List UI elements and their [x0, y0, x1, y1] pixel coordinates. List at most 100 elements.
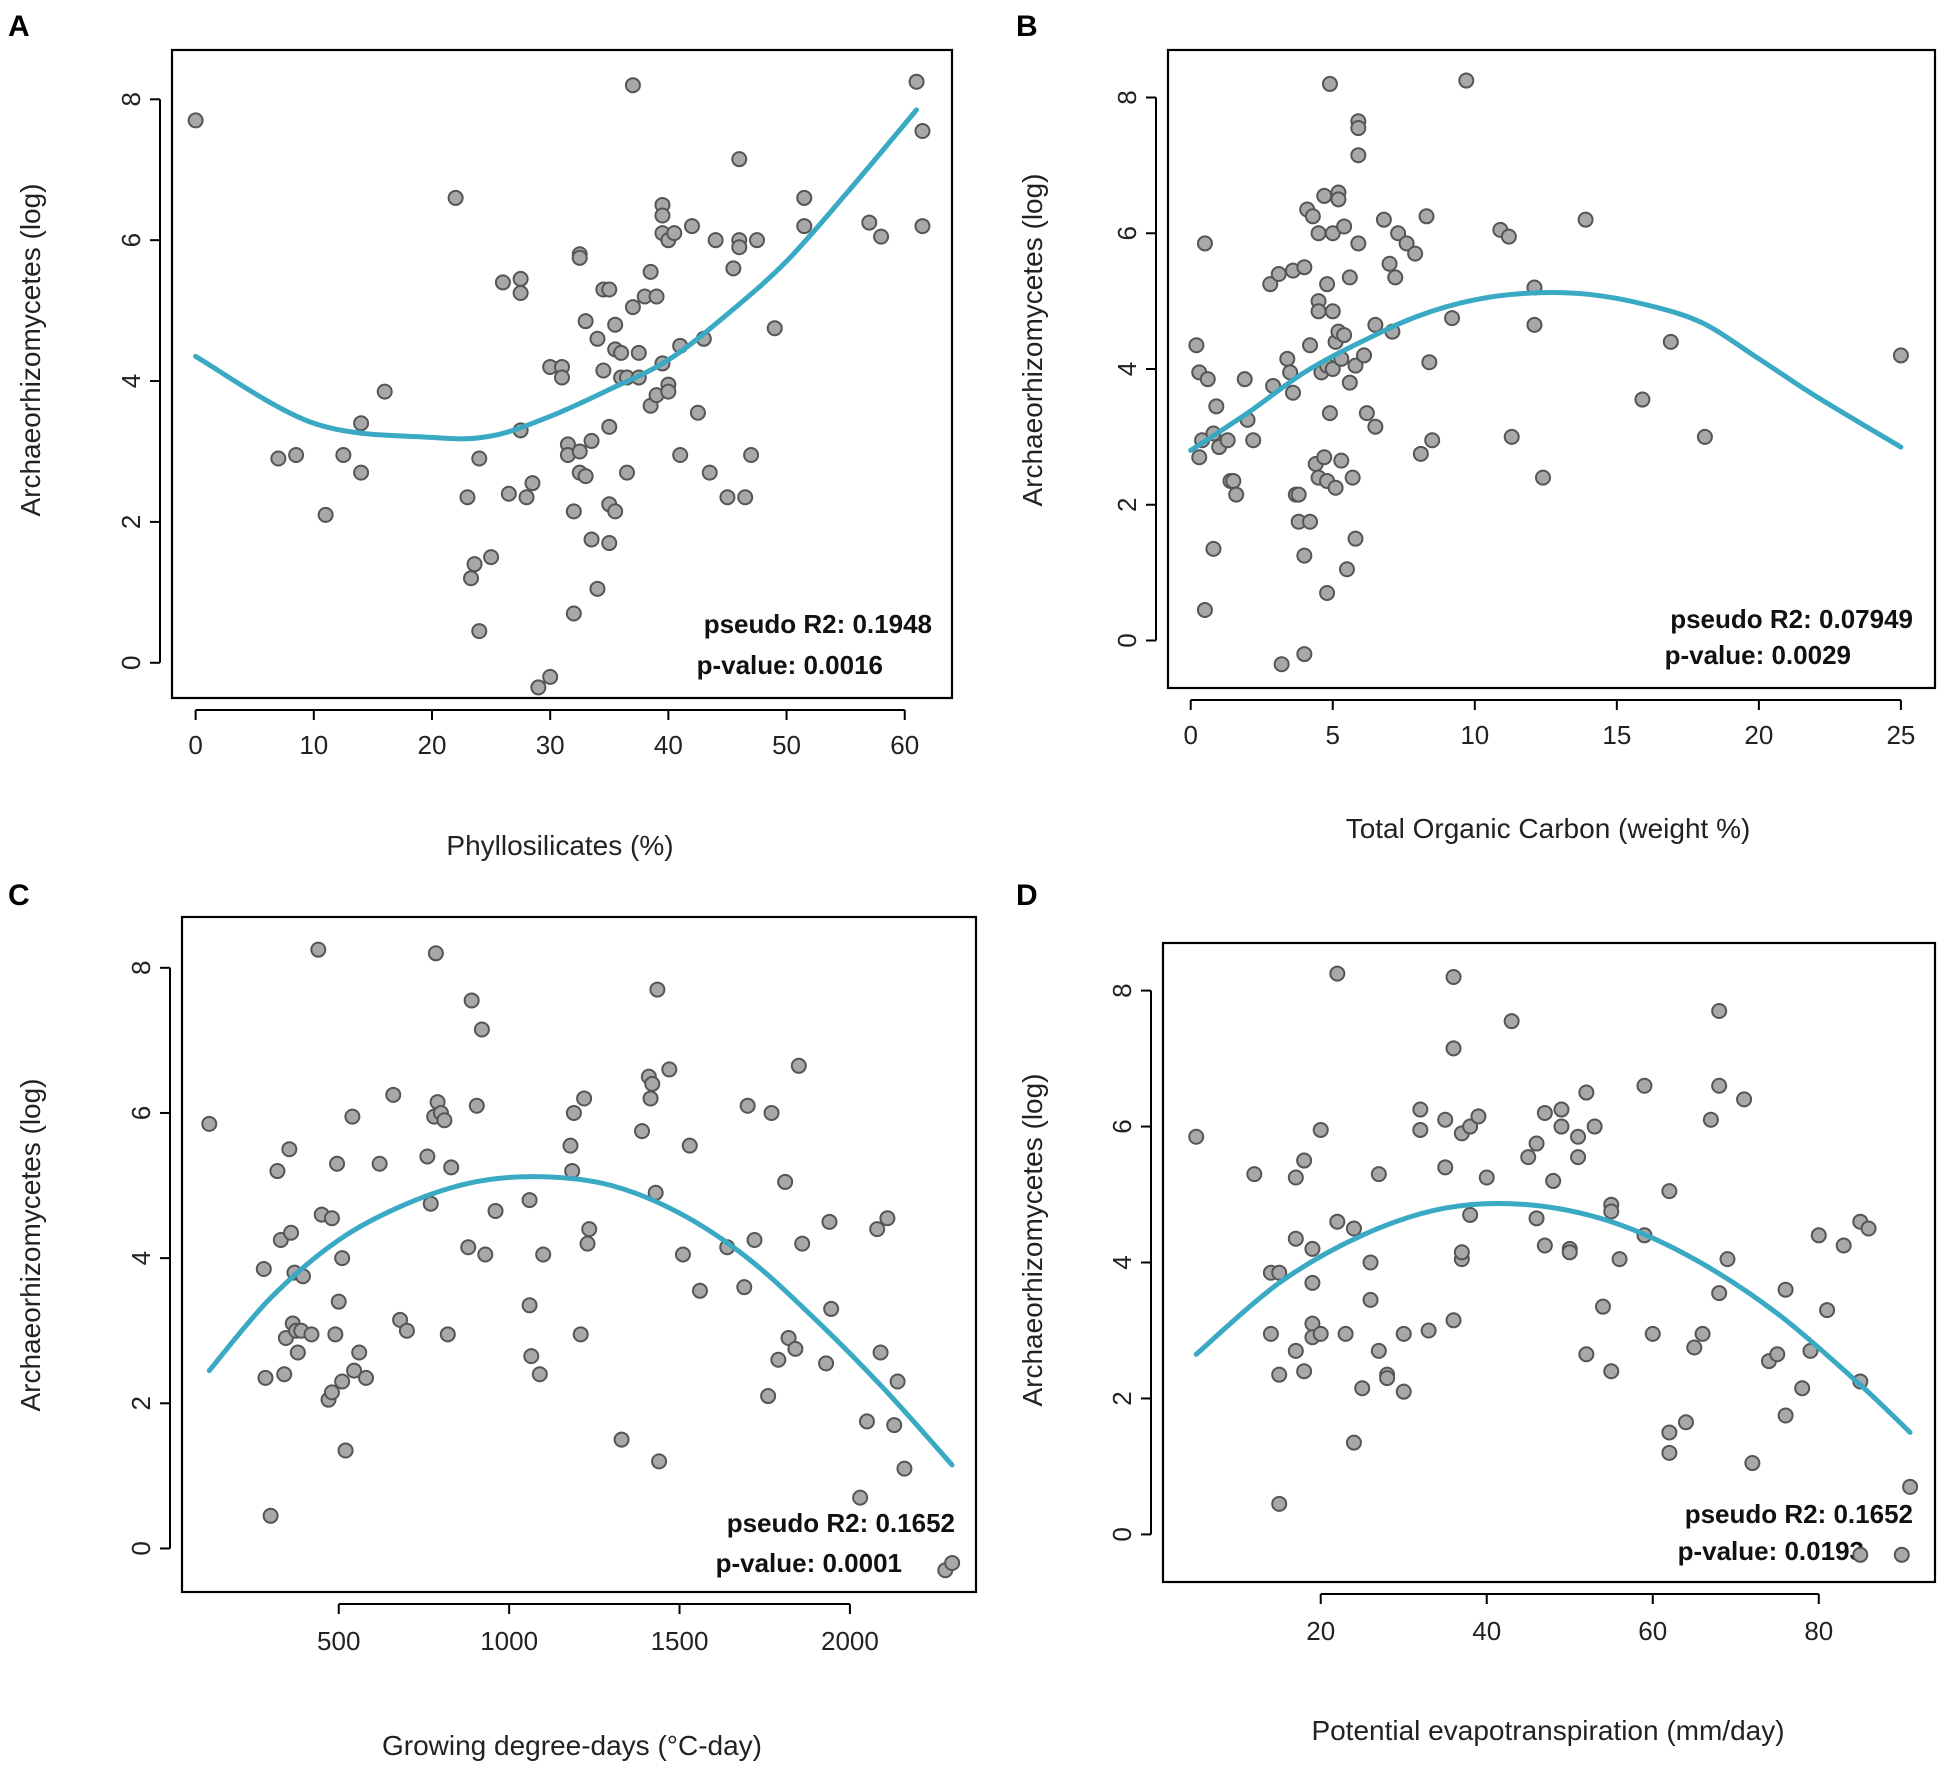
panel-d-data-point	[1719, 1251, 1736, 1268]
panel-b-data-point	[1196, 235, 1213, 252]
panel-c-letter: C	[8, 879, 30, 912]
panel-a-data-point	[500, 485, 517, 502]
panel-c-data-point	[818, 1355, 835, 1372]
panel-b-data-point	[1225, 472, 1242, 489]
panel-c-data-point	[852, 1489, 869, 1506]
panel-c-y-axis-title: Archaeorhizomycetes (log)	[15, 1078, 46, 1411]
panel-c-data-point	[255, 1261, 272, 1278]
panel-b-x-tick-label: 0	[1183, 720, 1197, 750]
panel-b-data-point	[1500, 228, 1517, 245]
panel-d-data-point	[1711, 1285, 1728, 1302]
panel-b-data-point	[1696, 428, 1713, 445]
panel-a-data-point	[589, 330, 606, 347]
panel-b-data-point	[1341, 269, 1358, 286]
panel-c-data-point	[823, 1300, 840, 1317]
panel-c-data-point	[531, 1366, 548, 1383]
panel-b-data-point	[1296, 646, 1313, 663]
panel-c-data-point	[310, 941, 327, 958]
panel-c-data-point	[262, 1507, 279, 1524]
panel-b-y-tick-label: 8	[1112, 90, 1142, 104]
panel-d-data-point	[1462, 1118, 1479, 1135]
panel-a-x-tick-label: 30	[536, 730, 565, 760]
panel-c-data-point	[661, 1061, 678, 1078]
panel-c-data-point	[562, 1137, 579, 1154]
panel-a-data-point	[335, 447, 352, 463]
panel-a-data-point	[554, 369, 570, 386]
panel-c-data-point	[649, 981, 666, 998]
panel-a-data-point	[701, 464, 718, 481]
panel-d-data-point	[1594, 1298, 1611, 1315]
panel-b-y-tick-label: 4	[1112, 362, 1142, 376]
panel-d-data-point	[1578, 1084, 1595, 1101]
panel-b-data-point	[1270, 265, 1287, 282]
panel-c-data-point	[760, 1388, 777, 1405]
panel-d-data-point	[1686, 1339, 1703, 1356]
panel-b-data-point	[1444, 310, 1461, 327]
panel-c-data-point	[794, 1235, 811, 1252]
panel-b-data-point	[1358, 405, 1375, 422]
panel-d-pseudo-r2: pseudo R2: 0.1652	[1685, 1499, 1913, 1529]
panel-d-p-value: p-value: 0.0193	[1678, 1536, 1864, 1566]
panel-d-data-point	[1661, 1183, 1678, 1200]
panel-d-data-point	[1702, 1111, 1719, 1128]
panel-d-data-point	[1246, 1166, 1263, 1183]
panel-d-data-point	[1893, 1546, 1910, 1563]
panel-a-data-point	[565, 503, 582, 520]
panel-d-plot: 20 40 60 80 0 2 4 6 8	[1107, 941, 1937, 1646]
panel-a-data-point	[648, 288, 665, 305]
panel-a-data-point	[512, 270, 529, 287]
panel-b-data-point	[1350, 235, 1367, 252]
panel-d-data-point	[1503, 1013, 1520, 1030]
panel-a-plot: 0 10 20 30 40 50 60 0 2 4 6 8	[116, 48, 954, 760]
panel-b-data-point	[1421, 354, 1438, 371]
panel-a-data-point	[914, 218, 931, 235]
panel-c-data-point	[889, 1373, 906, 1390]
panel-c-data-point	[289, 1344, 306, 1361]
panel-c-data-point	[872, 1344, 889, 1361]
panel-a-data-point	[914, 123, 931, 139]
panel-c-data-point	[739, 1097, 756, 1114]
panel-c-data-point	[468, 1097, 485, 1114]
panel-a-data-point	[376, 383, 393, 400]
panel-d-data-point	[1345, 1434, 1362, 1451]
panel-c-plot-frame	[180, 915, 978, 1594]
panel-b-data-point	[1191, 449, 1208, 466]
panel-a-x-tick-label: 60	[890, 730, 919, 760]
panel-a-data-point	[731, 239, 748, 256]
panel-d-data-point	[1520, 1149, 1537, 1166]
panel-c-data-point	[821, 1213, 838, 1230]
panel-d-fit-curve	[1193, 1200, 1913, 1435]
panel-a-data-point	[666, 225, 683, 242]
panel-a-data-point	[483, 549, 500, 566]
panel-c-data-point	[763, 1104, 780, 1121]
panel-b-data-point	[1324, 225, 1341, 242]
panel-a-data-point	[583, 432, 600, 449]
panel-c-data-point	[257, 1369, 274, 1386]
panel-b-data-point	[1418, 208, 1435, 225]
panel-a-data-point	[660, 383, 677, 400]
panel-a-data-point	[689, 404, 706, 421]
panel-c-data-point	[334, 1250, 351, 1267]
panel-b-letter: B	[1016, 10, 1038, 43]
panel-b-data-point	[1336, 218, 1353, 235]
panel-b-data-point	[1316, 187, 1333, 204]
panel-a-data-point	[577, 313, 594, 330]
panel-c-data-point	[460, 1239, 477, 1256]
panel-b-y-tick-label: 2	[1112, 498, 1142, 512]
panel-b-data-point	[1262, 276, 1279, 293]
panel-a-data-point	[447, 189, 464, 206]
panel-d-data-point	[1744, 1455, 1761, 1472]
panel-b-data-point	[1367, 418, 1384, 435]
panel-c-data-point	[323, 1384, 340, 1401]
panel-d-data-point	[1412, 1101, 1429, 1118]
panel-d-data-point	[1777, 1407, 1794, 1424]
panel-b-fit-curve	[1188, 290, 1904, 453]
panel-a-data-point	[624, 77, 641, 94]
panel-b-data-point	[1279, 350, 1296, 367]
panel-c-data-point	[283, 1224, 300, 1241]
panel-b-data-point	[1534, 469, 1551, 486]
panel-b-data-point	[1526, 316, 1543, 333]
panel-c-p-value: p-value: 0.0001	[716, 1548, 902, 1578]
panel-c-data-point	[736, 1279, 753, 1296]
